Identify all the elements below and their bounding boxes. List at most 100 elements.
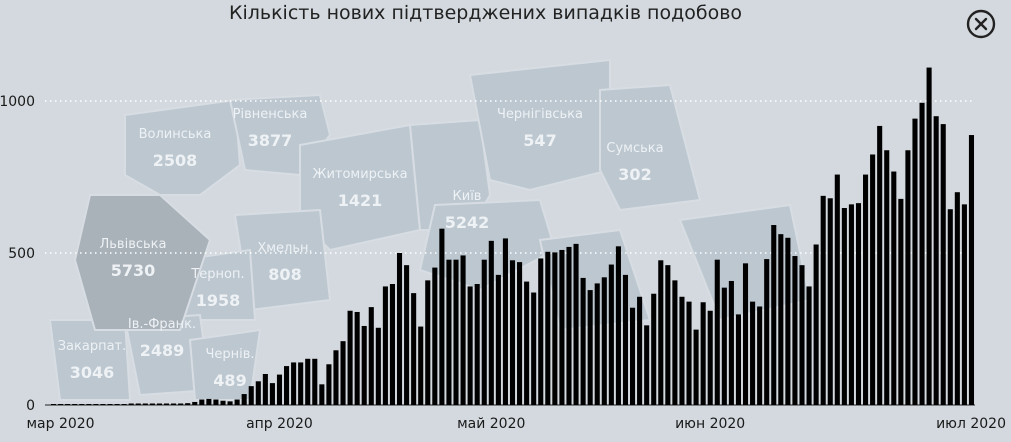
bar	[552, 252, 558, 405]
bar	[220, 400, 226, 405]
bar	[707, 310, 713, 405]
bar	[806, 286, 812, 405]
y-tick-label: 0	[26, 398, 35, 414]
map-region-name: Київ	[453, 189, 482, 204]
bar	[389, 284, 396, 405]
bar	[933, 116, 939, 405]
bar	[538, 258, 544, 405]
bar	[305, 358, 311, 405]
bar	[269, 383, 275, 405]
bar	[968, 135, 975, 405]
map-region-value: 3877	[248, 131, 293, 150]
map-region-value: 5242	[445, 213, 490, 232]
bar	[545, 251, 551, 405]
bar	[227, 401, 233, 405]
bar	[65, 404, 71, 405]
bar	[594, 283, 600, 405]
bar	[750, 301, 756, 405]
bar	[693, 329, 699, 405]
bar	[714, 259, 720, 405]
bar	[947, 209, 953, 405]
map-region-name: Терноп.	[190, 267, 244, 282]
map-region-value: 808	[268, 265, 301, 284]
bar	[439, 228, 445, 405]
bar	[679, 296, 685, 405]
bar	[255, 381, 261, 405]
bar	[425, 280, 431, 405]
map-region-name: Сумська	[606, 141, 663, 156]
x-tick-label: июл 2020	[936, 416, 1006, 432]
bar	[284, 366, 290, 405]
bar	[58, 404, 64, 405]
bar	[128, 403, 134, 405]
bar	[870, 154, 876, 405]
bar	[86, 404, 92, 405]
bar	[93, 404, 99, 405]
map-region-value: 1421	[338, 191, 383, 210]
close-button[interactable]	[966, 9, 996, 39]
bar	[559, 249, 565, 405]
bar	[700, 302, 706, 405]
bar	[742, 263, 749, 405]
bar	[926, 67, 932, 405]
bar	[495, 274, 501, 405]
bar	[333, 350, 339, 405]
bar	[834, 174, 840, 405]
map-region-value: 3046	[70, 363, 115, 382]
map-region-value: 547	[523, 131, 556, 150]
bar	[72, 404, 78, 405]
bar	[566, 246, 572, 405]
bar	[488, 240, 494, 405]
y-tick-label: 1000	[0, 94, 35, 110]
bar	[460, 255, 466, 405]
bar	[827, 198, 833, 405]
bar	[517, 262, 523, 405]
bar	[375, 327, 381, 405]
bar	[637, 296, 643, 405]
bar	[778, 234, 784, 405]
bar	[848, 204, 854, 405]
bar	[319, 384, 325, 405]
bar	[799, 265, 805, 405]
bar	[135, 403, 141, 405]
bar	[241, 394, 247, 405]
bar	[418, 326, 424, 405]
bar	[863, 174, 869, 405]
bar	[396, 253, 403, 405]
x-tick-labels: мар 2020 апр 2020 май 2020 июн 2020 июл 2020	[26, 416, 1006, 432]
bar	[898, 198, 904, 405]
bar	[644, 325, 650, 405]
bar	[163, 403, 170, 405]
bar	[615, 246, 621, 405]
bar	[248, 386, 254, 405]
bar	[474, 284, 480, 405]
map-region-value: 489	[213, 371, 246, 390]
map-region-value: 5730	[111, 261, 156, 280]
x-tick-label: май 2020	[457, 416, 525, 432]
bar	[185, 403, 191, 405]
bar	[608, 264, 614, 405]
bar	[354, 311, 360, 405]
bar	[855, 203, 862, 405]
close-circle-icon	[966, 9, 996, 39]
map-region-value: 302	[618, 165, 651, 184]
bar	[326, 364, 332, 405]
y-tick-labels: 0 500 1000	[0, 94, 35, 414]
bar	[79, 404, 85, 405]
bar	[107, 404, 113, 405]
bar	[291, 362, 297, 405]
bar	[114, 404, 120, 405]
bar	[100, 404, 106, 405]
map-region-name: Рівненська	[233, 107, 308, 122]
bar	[820, 195, 826, 405]
bar	[728, 280, 734, 405]
bar	[509, 260, 516, 405]
bar	[813, 244, 819, 405]
y-tick-label: 500	[8, 246, 35, 262]
x-tick-label: апр 2020	[246, 416, 313, 432]
bar	[672, 280, 678, 405]
map-region-name: Чернігівська	[497, 107, 583, 122]
bar	[905, 150, 911, 405]
bar	[954, 192, 960, 405]
bar	[156, 403, 162, 405]
